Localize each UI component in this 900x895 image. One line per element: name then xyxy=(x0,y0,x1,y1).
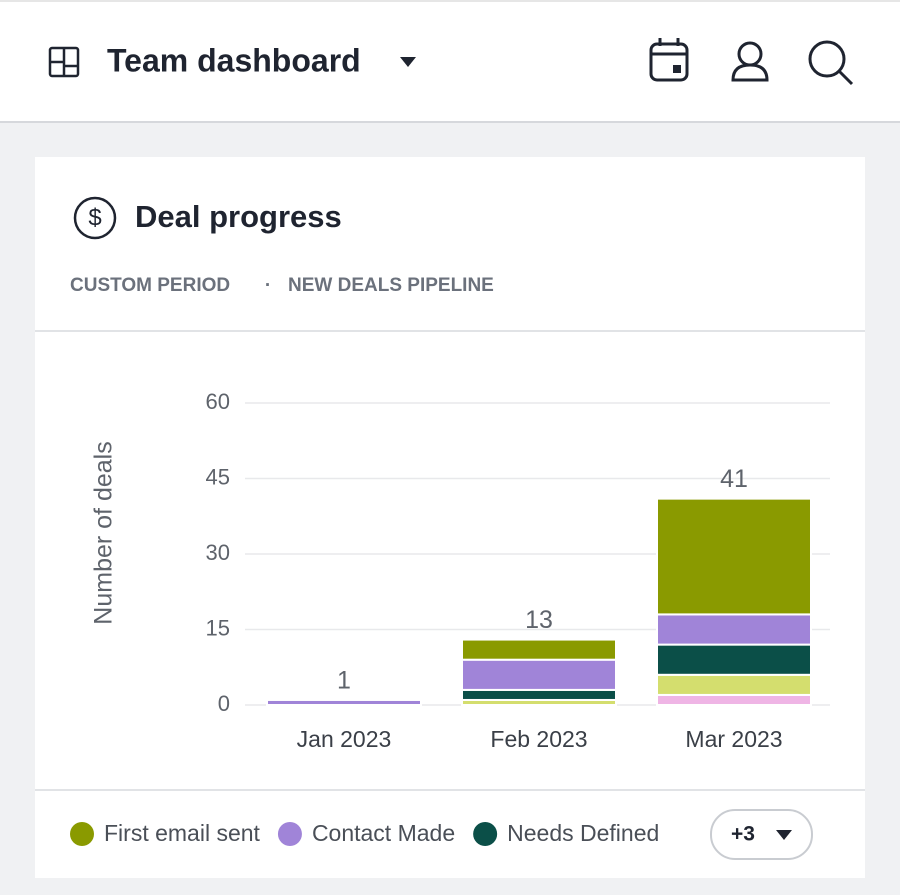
calendar-icon[interactable] xyxy=(649,38,689,82)
more-button[interactable] xyxy=(710,809,813,860)
y-axis-title: Number of deals xyxy=(90,441,118,624)
y-tick-label: 15 xyxy=(206,615,230,640)
bar-total: 13 xyxy=(525,606,553,634)
legend: First email sent Contact Made Needs Define… xyxy=(70,820,659,846)
dashboard-icon[interactable] xyxy=(48,46,80,78)
bar-segment xyxy=(656,497,812,616)
bar-segment xyxy=(656,693,812,707)
bar-segment xyxy=(461,688,617,701)
y-tick-label: 60 xyxy=(206,389,230,414)
y-tick-label: 30 xyxy=(206,540,230,565)
dollar-icon xyxy=(73,196,117,240)
bar-total: 41 xyxy=(720,465,748,493)
x-tick-label: Mar 2023 xyxy=(685,726,782,752)
bar-segment xyxy=(461,638,617,661)
y-tick-label: 45 xyxy=(206,464,230,489)
header-bg xyxy=(0,0,900,122)
y-tick-label: 0 xyxy=(218,691,230,716)
legend-swatch xyxy=(473,822,498,846)
more-label[interactable]: +3 xyxy=(731,823,755,846)
legend-swatch xyxy=(70,822,94,846)
bar-segment xyxy=(266,698,422,707)
bar-segment xyxy=(656,643,812,676)
bar-segment xyxy=(656,613,812,646)
header-title[interactable]: Team dashboard xyxy=(107,42,361,78)
legend-label: First email sent xyxy=(104,820,261,846)
card-pipeline: NEW DEALS PIPELINE xyxy=(288,275,494,296)
dollar-sign: $ xyxy=(88,204,101,231)
bar-segment xyxy=(461,658,617,691)
card-separator: · xyxy=(265,275,271,296)
card-period: CUSTOM PERIOD xyxy=(70,275,230,296)
x-tick-label: Feb 2023 xyxy=(490,726,587,752)
dropdown-caret[interactable] xyxy=(400,57,416,67)
more-caret[interactable] xyxy=(776,830,792,840)
legend-label: Contact Made xyxy=(312,820,455,846)
x-tick-label: Jan 2023 xyxy=(297,726,392,752)
user-icon[interactable] xyxy=(731,41,769,82)
bar-total: 1 xyxy=(337,667,351,695)
bar-segment xyxy=(656,673,812,696)
legend-label: Needs Defined xyxy=(507,820,659,846)
card-title: Deal progress xyxy=(135,199,342,234)
search-icon[interactable] xyxy=(808,40,854,86)
legend-swatch xyxy=(277,822,302,846)
